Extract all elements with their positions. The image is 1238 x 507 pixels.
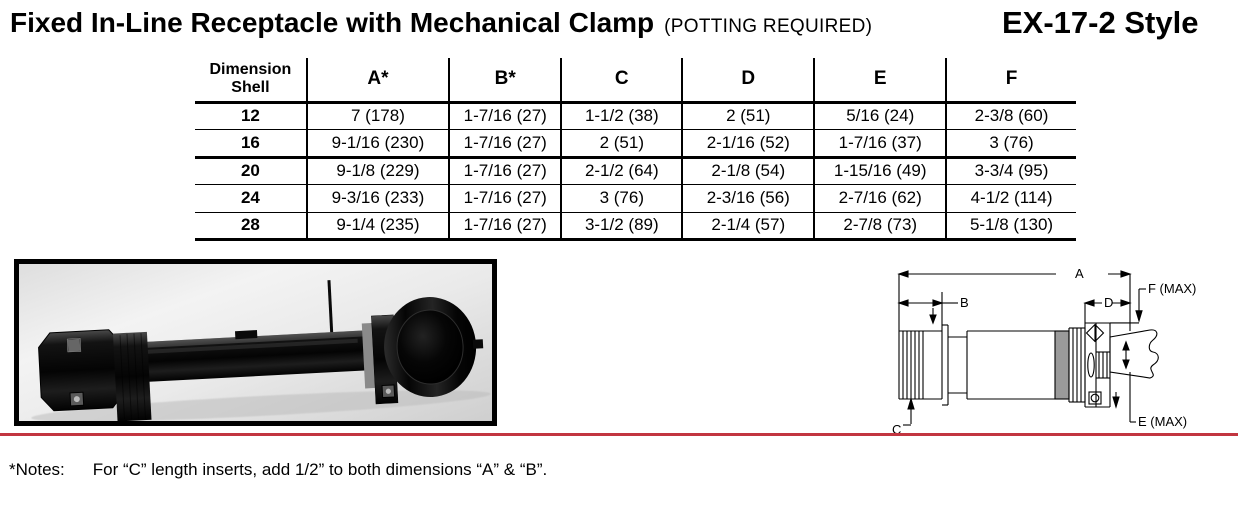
svg-text:A: A bbox=[1075, 266, 1084, 281]
svg-text:B: B bbox=[960, 295, 969, 310]
svg-text:F (MAX): F (MAX) bbox=[1148, 281, 1196, 296]
svg-text:D: D bbox=[1104, 295, 1113, 310]
svg-text:E (MAX): E (MAX) bbox=[1138, 414, 1187, 429]
